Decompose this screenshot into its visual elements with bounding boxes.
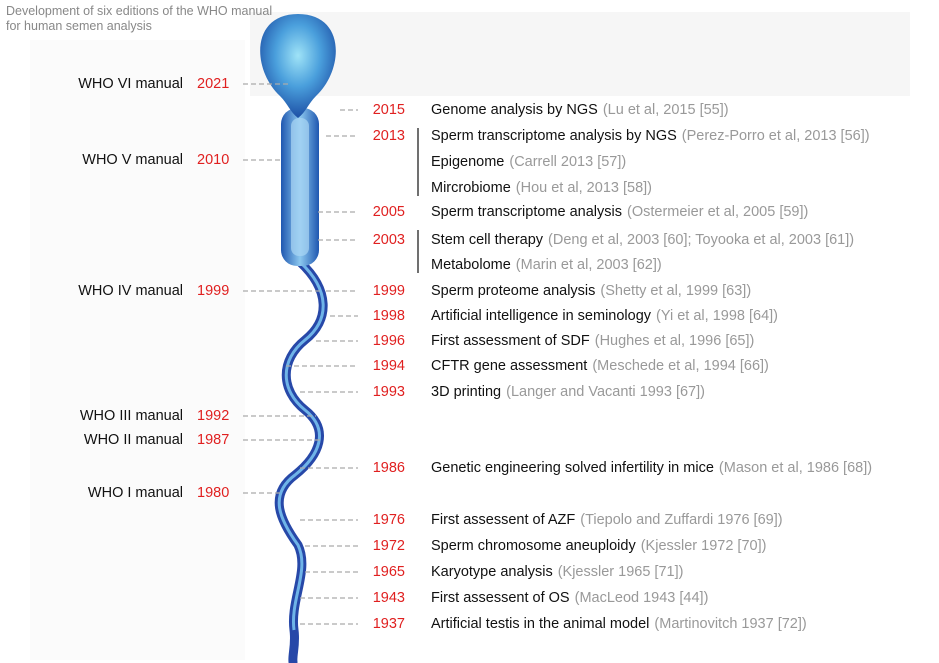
left-band [30,40,245,660]
event-year: 1996 [373,333,405,349]
event-label: Artificial intelligence in seminology [431,308,652,324]
manual-year: 1980 [197,485,229,501]
manual-name: WHO I manual [88,485,183,501]
manual-year: 2021 [197,76,229,92]
page: WHO VI manual 2021 WHO V manual 2010 WHO IV … [0,0,939,663]
event: First assessment of SDF (Hughes et al, 19… [431,333,754,349]
sperm-midpiece-core [291,118,309,256]
event-citation: (Yi et al, 1998 [64]) [656,308,778,324]
event-label: Genetic engineering solved infertility i… [431,460,714,476]
manual-year: 1999 [197,283,229,299]
manual-name: WHO V manual [82,152,183,168]
event-year: 1986 [373,460,405,476]
event: Sperm proteome analysis (Shetty et al, 19… [431,283,751,299]
header-band [250,12,910,96]
event-citation: (Ostermeier et al, 2005 [59]) [627,204,808,220]
manual-year: 2010 [197,152,229,168]
event-citation: (Langer and Vacanti 1993 [67]) [506,384,705,400]
event-label: Sperm transcriptome analysis by NGS [431,128,677,144]
manual-year: 1992 [197,408,229,424]
event-citation: (Hou et al, 2013 [58]) [516,180,652,196]
event-label: Epigenome [431,154,504,170]
event-citation: (Meschede et al, 1994 [66]) [592,358,769,374]
event-citation: (Carrell 2013 [57]) [509,154,626,170]
sperm-tail-highlight [279,262,323,630]
event: Metabolome (Marin et al, 2003 [62]) [431,257,662,273]
event-label: Sperm transcriptome analysis [431,204,622,220]
event-year: 1999 [373,283,405,299]
event-label: CFTR gene assessment [431,358,587,374]
title: Development of six editions of the WHO m… [6,4,276,34]
event-label: Mircrobiome [431,180,511,196]
manual-name: WHO VI manual [78,76,183,92]
event-label: Artificial testis in the animal model [431,616,649,632]
event-label: Sperm proteome analysis [431,283,595,299]
event-citation: (Marin et al, 2003 [62]) [516,257,662,273]
event: Artificial intelligence in seminology(Yi… [431,308,778,324]
event-label: Sperm chromosome aneuploidy [431,538,636,554]
event-label: First assessent of AZF [431,512,575,528]
event-year: 1998 [373,308,405,324]
event-year: 1943 [373,590,405,606]
event-year: 2003 [373,232,405,248]
event: First assessent of AZF (Tiepolo and Zuffa… [431,512,783,528]
event-citation: (Tiepolo and Zuffardi 1976 [69]) [580,512,782,528]
event-citation: (MacLeod 1943 [44]) [575,590,709,606]
event: Epigenome (Carrell 2013 [57]) [431,154,626,170]
event-year: 1994 [373,358,405,374]
event: Genetic engineering solved infertility i… [431,460,872,476]
manual-name: WHO III manual [80,408,183,424]
event-citation: (Deng et al, 2003 [60]; Toyooka et al, 2… [548,232,854,248]
event-label: Genome analysis by NGS [431,102,598,118]
event-citation: (Martinovitch 1937 [72]) [654,616,806,632]
sperm-tail [279,262,323,662]
event-citation: (Mason et al, 1986 [68]) [719,460,872,476]
event: 3D printing (Langer and Vacanti 1993 [67]… [431,384,705,400]
manual-year: 1987 [197,432,229,448]
event-label: 3D printing [431,384,501,400]
event-year: 1965 [373,564,405,580]
manual-name: WHO IV manual [78,283,183,299]
event: Karyotype analysis (Kjessler 1965 [71]) [431,564,683,580]
event: CFTR gene assessment (Meschede et al, 199… [431,358,769,374]
event-label: Stem cell therapy [431,232,544,248]
event-year: 1976 [373,512,405,528]
event-year: 1993 [373,384,405,400]
event-citation: (Kjessler 1965 [71]) [558,564,684,580]
event-label: Karyotype analysis [431,564,553,580]
event-citation: (Shetty et al, 1999 [63]) [600,283,751,299]
event-year: 2005 [373,204,405,220]
event-label: Metabolome [431,257,511,273]
event: Sperm chromosome aneuploidy (Kjessler 197… [431,538,766,554]
event-label: First assessent of OS [431,590,570,606]
event: Sperm transcriptome analysis (Ostermeier … [431,204,808,220]
event: Genome analysis by NGS (Lu et al, 2015 [5… [431,102,729,118]
event: Artificial testis in the animal model (Ma… [431,616,807,632]
event-year: 2015 [373,102,405,118]
event: Mircrobiome (Hou et al, 2013 [58]) [431,180,652,196]
manual-name: WHO II manual [84,432,183,448]
event-year: 1937 [373,616,405,632]
diagram: WHO VI manual 2021 WHO V manual 2010 WHO IV … [0,0,939,663]
event-year: 1972 [373,538,405,554]
event: Sperm transcriptome analysis by NGS (Pere… [431,128,870,144]
event-citation: (Perez-Porro et al, 2013 [56]) [682,128,870,144]
event-citation: (Lu et al, 2015 [55]) [603,102,729,118]
event-year: 2013 [373,128,405,144]
event: First assessent of OS (MacLeod 1943 [44]) [431,590,708,606]
event-citation: (Kjessler 1972 [70]) [641,538,767,554]
event-label: First assessment of SDF [431,333,590,349]
event: Stem cell therapy(Deng et al, 2003 [60];… [431,232,854,248]
event-citation: (Hughes et al, 1996 [65]) [595,333,755,349]
